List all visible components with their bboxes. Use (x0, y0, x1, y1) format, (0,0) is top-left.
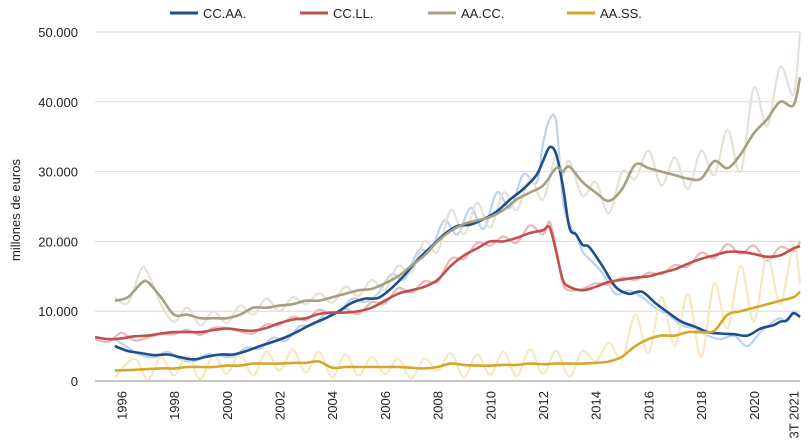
series-line-2 (94, 224, 801, 341)
x-tick-label: 2010 (483, 391, 498, 420)
x-tick-label: 2008 (431, 391, 446, 420)
x-tick-label: 2012 (536, 391, 551, 420)
series-line-3 (114, 77, 802, 320)
legend: CC.AA. CC.LL. AA.CC. AA.SS. (170, 6, 642, 21)
x-tick-label: 2000 (220, 391, 235, 420)
series-faded-line-2 (94, 220, 801, 344)
x-tick-label: 2014 (589, 391, 604, 420)
y-tick-label: 40.000 (38, 95, 78, 110)
x-tick-label: 2016 (641, 391, 656, 420)
series-line-1 (114, 145, 801, 361)
y-tick-label: 50.000 (38, 25, 78, 40)
x-tick-label: 2006 (378, 391, 393, 420)
x-tick-label: 3T 2021 (786, 391, 801, 438)
x-tick-labels: 1996 1998 2000 2002 2004 2006 2008 2010 2012 2014… (114, 391, 801, 438)
legend-label: CC.LL. (333, 6, 373, 21)
y-tick-label: 0 (71, 374, 78, 389)
x-tick-label: 1996 (114, 391, 129, 420)
legend-label: AA.CC. (461, 6, 504, 21)
x-tick-label: 2018 (694, 391, 709, 420)
series-faded-line-4 (113, 243, 802, 381)
series-faded-line-3 (114, 31, 802, 327)
series-faded-line-1 (114, 113, 801, 363)
legend-label: AA.SS. (600, 6, 642, 21)
y-axis-label: millones de euros (8, 159, 23, 261)
y-tick-label: 30.000 (38, 165, 78, 180)
series-line-4 (114, 290, 801, 372)
x-tick-label: 2020 (747, 391, 762, 420)
x-tick-label: 1998 (167, 391, 182, 420)
y-tick-labels: 0 10.000 20.000 30.000 40.000 50.000 (38, 25, 78, 389)
y-tick-label: 10.000 (38, 304, 78, 319)
x-tick-label: 2004 (325, 391, 340, 420)
series-lines (94, 77, 802, 372)
x-tick-label: 2002 (272, 391, 287, 420)
legend-label: CC.AA. (203, 6, 246, 21)
y-tick-label: 20.000 (38, 234, 78, 249)
